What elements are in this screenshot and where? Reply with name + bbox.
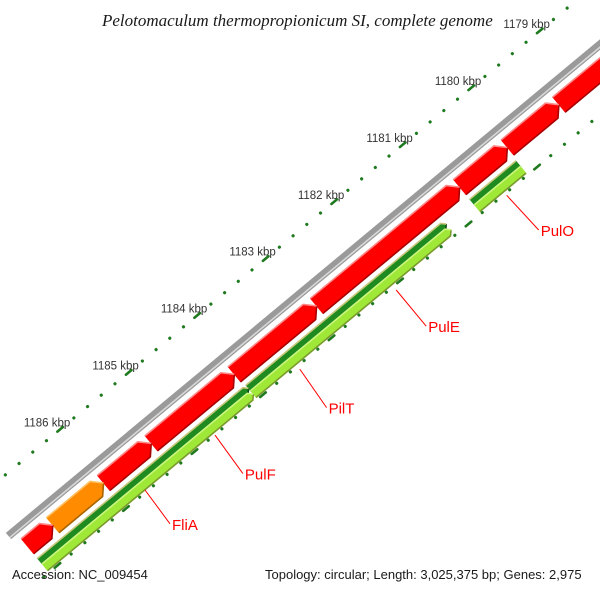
- svg-text:1184 kbp: 1184 kbp: [161, 304, 207, 316]
- svg-text:PulO: PulO: [541, 223, 574, 240]
- svg-text:PulF: PulF: [245, 467, 276, 484]
- svg-text:Accession: NC_009454: Accession: NC_009454: [12, 567, 148, 582]
- svg-text:1183 kbp: 1183 kbp: [229, 247, 275, 259]
- svg-text:Pelotomaculum thermopropionicu: Pelotomaculum thermopropionicum SI, comp…: [101, 11, 493, 30]
- svg-text:1181 kbp: 1181 kbp: [366, 133, 412, 145]
- svg-text:1186 kbp: 1186 kbp: [24, 418, 70, 430]
- svg-text:PilT: PilT: [329, 401, 355, 418]
- svg-text:1185 kbp: 1185 kbp: [92, 361, 138, 373]
- svg-text:PulE: PulE: [428, 319, 460, 336]
- svg-text:1179 kbp: 1179 kbp: [503, 19, 549, 31]
- svg-text:1180 kbp: 1180 kbp: [435, 76, 481, 88]
- svg-text:FliA: FliA: [172, 517, 198, 534]
- svg-text:1182 kbp: 1182 kbp: [298, 190, 344, 202]
- svg-text:Topology: circular; Length: 3,: Topology: circular; Length: 3,025,375 bp…: [265, 567, 582, 582]
